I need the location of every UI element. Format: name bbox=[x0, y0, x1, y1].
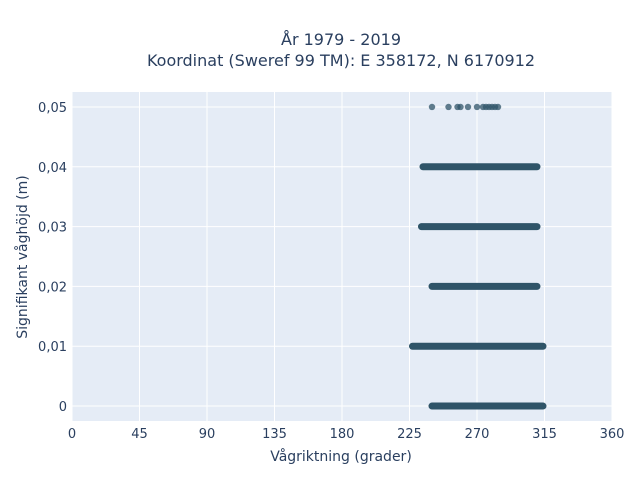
chart-title: År 1979 - 2019 bbox=[281, 30, 401, 49]
x-tick-label: 225 bbox=[397, 427, 422, 442]
y-axis-label: Signifikant våghöjd (m) bbox=[14, 175, 31, 338]
x-tick-label: 45 bbox=[131, 427, 148, 442]
data-point bbox=[464, 103, 472, 111]
data-point bbox=[457, 103, 464, 111]
data-point bbox=[418, 223, 425, 230]
y-tick-label: 0,01 bbox=[38, 340, 67, 355]
y-tick-label: 0 bbox=[59, 400, 67, 415]
y-tick-label: 0,02 bbox=[38, 280, 67, 295]
chart-subtitle: Koordinat (Sweref 99 TM): E 358172, N 61… bbox=[147, 51, 535, 70]
x-tick-label: 180 bbox=[330, 427, 355, 442]
y-tick-label: 0,05 bbox=[38, 101, 67, 116]
x-tick-label: 0 bbox=[68, 427, 76, 442]
x-tick-label: 135 bbox=[262, 427, 287, 442]
data-point bbox=[428, 402, 436, 410]
x-axis-ticks: 0 45 90 135 180 225 270 315 360 bbox=[68, 427, 625, 442]
x-axis-label: Vågriktning (grader) bbox=[270, 448, 412, 465]
grid-lines bbox=[71, 92, 613, 421]
x-tick-label: 360 bbox=[600, 427, 625, 442]
data-point bbox=[473, 103, 481, 111]
x-tick-label: 90 bbox=[199, 427, 216, 442]
y-tick-label: 0,04 bbox=[38, 161, 67, 176]
data-point bbox=[409, 343, 416, 350]
data-points bbox=[409, 103, 547, 410]
data-point bbox=[494, 103, 502, 111]
data-point bbox=[428, 103, 436, 111]
y-axis-ticks: 0 0,01 0,02 0,03 0,04 0,05 bbox=[38, 101, 67, 415]
x-tick-label: 270 bbox=[465, 427, 490, 442]
y-tick-label: 0,03 bbox=[38, 221, 67, 236]
data-point bbox=[445, 103, 452, 111]
x-tick-label: 315 bbox=[532, 427, 557, 442]
